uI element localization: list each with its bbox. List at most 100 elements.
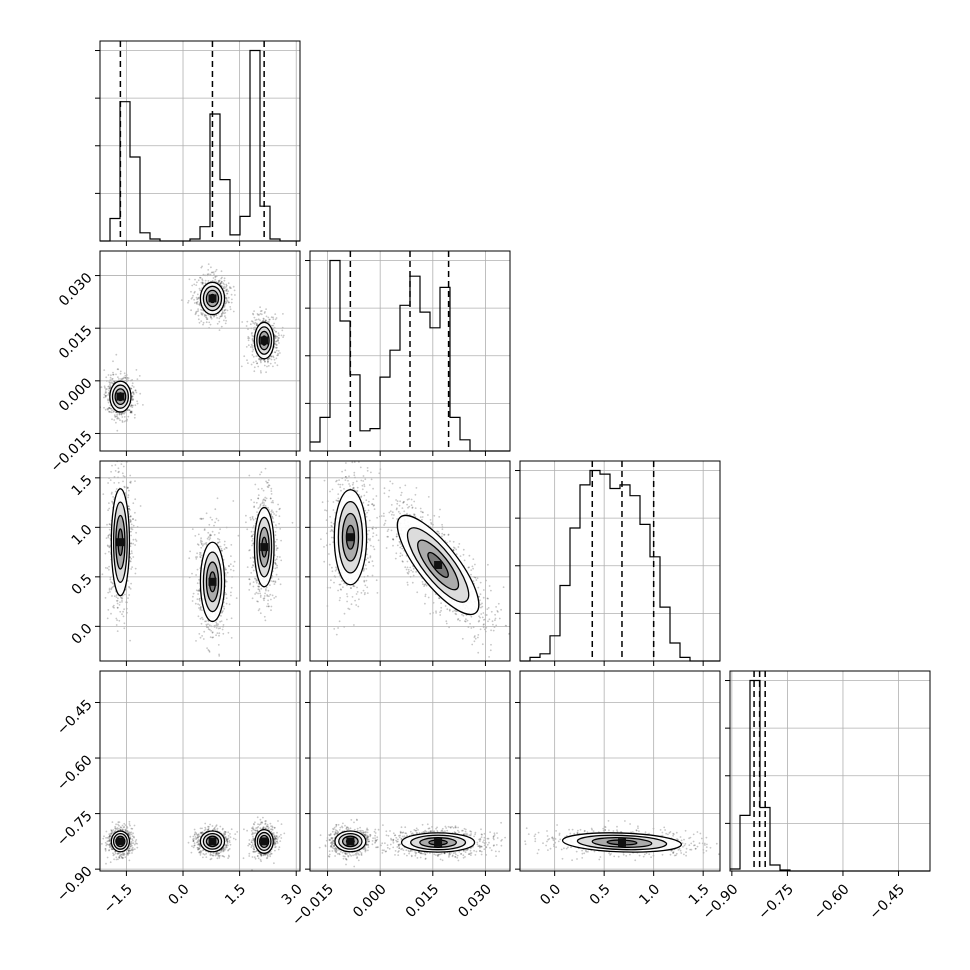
- sample-point: [363, 593, 366, 596]
- sample-point: [278, 337, 280, 339]
- sample-point: [473, 636, 476, 638]
- sample-point: [188, 278, 191, 281]
- sample-point: [350, 428, 352, 430]
- sample-point: [134, 567, 137, 570]
- sample-point: [218, 634, 220, 637]
- sample-point: [222, 624, 225, 626]
- sample-point: [266, 358, 269, 361]
- sample-point: [105, 537, 108, 539]
- sample-point: [373, 508, 376, 510]
- sample-point: [435, 612, 437, 614]
- sample-point: [127, 494, 130, 496]
- sample-point: [225, 602, 228, 605]
- sample-point: [115, 624, 118, 626]
- sample-point: [124, 593, 126, 596]
- sample-point: [131, 384, 134, 387]
- sample-point: [360, 496, 362, 499]
- sample-point: [254, 593, 256, 595]
- sample-point: [393, 514, 395, 516]
- sample-point: [191, 572, 193, 575]
- sample-point: [329, 543, 331, 546]
- sample-point: [387, 528, 390, 531]
- sample-point: [222, 286, 225, 289]
- sample-point: [275, 549, 278, 551]
- sample-point: [274, 562, 277, 565]
- sample-point: [113, 595, 116, 598]
- sample-point: [274, 313, 277, 315]
- sample-point: [138, 375, 141, 377]
- sample-point: [268, 318, 271, 321]
- sample-point: [282, 334, 285, 337]
- sample-point: [274, 351, 277, 354]
- sample-point: [131, 528, 134, 531]
- sample-point: [469, 622, 471, 625]
- sample-point: [433, 514, 436, 517]
- sample-point: [255, 322, 258, 325]
- sample-point: [368, 484, 371, 486]
- sample-point: [376, 516, 378, 519]
- sample-point: [124, 376, 127, 379]
- sample-point: [210, 630, 213, 632]
- sample-point: [274, 562, 277, 565]
- sample-point: [134, 519, 137, 522]
- sample-point: [127, 377, 130, 379]
- sample-point: [199, 607, 202, 610]
- sample-point: [215, 314, 218, 317]
- sample-point: [108, 528, 111, 531]
- sample-point: [396, 533, 398, 535]
- sample-point: [275, 357, 278, 360]
- sample-point: [251, 350, 254, 353]
- sample-point: [134, 389, 137, 392]
- sample-point: [478, 619, 481, 622]
- sample-point: [325, 519, 328, 521]
- sample-point: [500, 608, 502, 611]
- sample-point: [225, 297, 228, 300]
- sample-point: [229, 286, 231, 288]
- sample-point: [344, 479, 347, 481]
- sample-point: [270, 580, 272, 582]
- sample-point: [107, 391, 110, 394]
- sample-point: [191, 284, 194, 287]
- sample-point: [256, 362, 259, 365]
- sample-point: [352, 481, 355, 484]
- sample-point: [272, 324, 275, 327]
- sample-point: [275, 514, 277, 517]
- sample-point: [225, 593, 228, 596]
- sample-point: [279, 507, 281, 510]
- sample-point: [196, 552, 199, 555]
- sample-point: [366, 467, 369, 469]
- sample-point: [261, 502, 264, 505]
- sample-point: [129, 560, 132, 563]
- sample-point: [482, 624, 485, 626]
- sample-point: [220, 282, 222, 285]
- sample-point: [103, 393, 106, 396]
- sample-point: [339, 588, 342, 591]
- sample-point: [104, 552, 107, 555]
- sample-point: [223, 319, 225, 322]
- sample-point: [396, 507, 398, 510]
- sample-point: [253, 577, 256, 580]
- sample-point: [227, 282, 230, 285]
- sample-point: [335, 633, 338, 636]
- sample-point: [481, 643, 484, 646]
- sample-point: [258, 357, 261, 360]
- sample-point: [255, 318, 258, 321]
- sample-point: [131, 395, 134, 397]
- sample-point: [251, 566, 254, 569]
- sample-point: [111, 500, 113, 503]
- sample-point: [205, 543, 208, 546]
- sample-point: [197, 318, 200, 321]
- sample-point: [123, 486, 126, 489]
- sample-point: [445, 622, 448, 625]
- sample-point: [452, 549, 455, 552]
- sample-point: [220, 277, 223, 280]
- sample-point: [201, 281, 204, 284]
- sample-point: [111, 491, 113, 494]
- sample-point: [348, 458, 350, 460]
- sample-point: [360, 495, 363, 498]
- sample-point: [391, 482, 394, 485]
- sample-point: [199, 556, 202, 559]
- sample-point: [230, 301, 233, 304]
- sample-point: [130, 523, 133, 526]
- sample-point: [195, 640, 197, 642]
